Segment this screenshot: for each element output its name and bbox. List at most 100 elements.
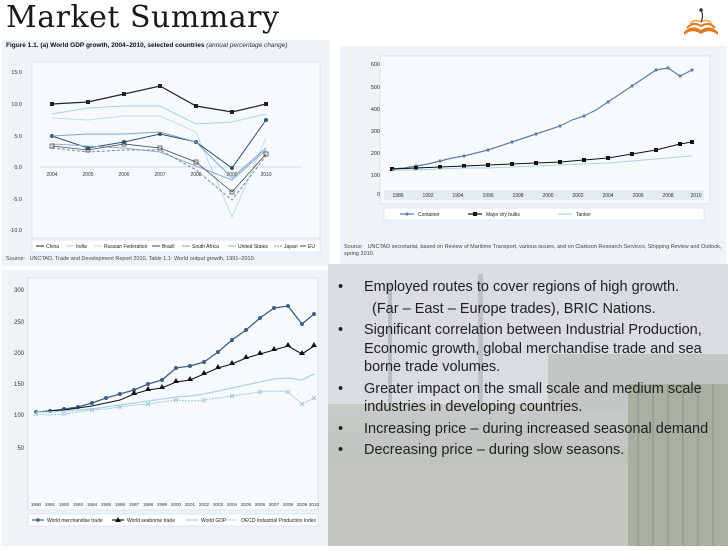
f2-ytick: 500 [371,85,380,91]
f2-xtick: 2002 [572,193,583,199]
f3-xtick: 2004 [227,502,238,507]
f1-legend-japan: Japan [284,244,298,250]
bullet-item: • Decreasing price – during slow seasons… [330,441,726,460]
bullet-text: Greater impact on the small scale and me… [364,380,702,416]
f3-legend-gdp: World GDP [201,518,227,524]
f1-xtick: 2009 [226,172,237,178]
f3-xtick: 1991 [45,502,56,507]
f1-ytick: 0.0 [14,165,22,171]
fleet-index-figure: 600 500 400 300 200 100 0 1986 1992 1994… [340,46,726,264]
f3-xtick: 2003 [213,502,224,507]
f2-ytick: 0 [377,192,380,198]
bullet-marker: • [338,279,344,295]
f3-xtick: 2002 [199,502,210,507]
bullet-item: • Greater impact on the small scale and … [330,380,726,417]
figure2-source-label: Source: [344,244,363,250]
f1-series-us [51,143,267,181]
f3-xtick: 1995 [101,502,112,507]
f2-legend-dry-bulks: Major dry bulks [486,212,520,218]
bullet-text: Significant correlation between Industri… [364,322,702,375]
f3-xtick: 1992 [59,502,70,507]
f1-series-south-africa [51,131,267,179]
f3-legend-merchandise: World merchandise trade [47,518,103,524]
f2-series-tanker [392,155,693,171]
f3-ytick: 200 [14,351,25,357]
figure1-source-label: Source: [6,256,25,262]
f2-xtick: 1994 [452,193,463,199]
bullet-text: Decreasing price – during slow seasons. [364,442,625,458]
f1-legend-eu: EU [308,244,315,250]
f2-ytick: 200 [371,151,380,157]
slide-title: Market Summary [6,0,280,35]
f2-xtick: 2006 [632,193,643,199]
bullet-item: • Increasing price – during increased se… [330,420,726,439]
f1-china-markers [50,84,268,114]
figure1-source-text: UNCTAD, Trade and Development Report 201… [29,256,256,262]
f3-legend-oecd: OECD Industrial Production Index [241,518,317,524]
f2-xtick: 2004 [602,193,613,199]
f1-ytick: -5.0 [13,197,22,203]
figure1-caption-italic: (annual percentage change) [206,42,288,49]
bullet-list: • Employed routes to cover regions of hi… [330,278,726,463]
f2-xtick: 1998 [512,193,523,199]
f1-ytick: 15.0 [11,70,22,76]
f2-legend-tanker: Tanker [576,212,591,218]
f2-xtick: 2008 [662,193,673,199]
f1-xtick: 2006 [118,172,129,178]
f3-series-oecd [35,390,315,416]
port-photo-shapes [328,264,728,546]
f1-legend-india: India [76,244,87,250]
gdp-growth-figure: Figure 1.1. (a) World GDP growth, 2004–2… [2,40,330,266]
f2-ytick: 300 [371,129,380,135]
f2-ytick: 100 [371,173,380,179]
f2-ytick: 600 [371,62,380,68]
f2-series-container [391,67,693,170]
book-logo-icon [684,8,718,35]
figure1-caption-bold: Figure 1.1. (a) World GDP growth, 2004–2… [6,42,205,49]
bullet-marker: • [338,420,344,437]
f3-ytick: 50 [17,446,24,452]
bullet-text: (Far – East – Europe trades), BRIC Natio… [372,300,656,317]
f1-legend-russia: Russian Federation [104,244,148,250]
f1-legend-us: United States [238,244,269,250]
f2-xtick: 1986 [392,193,403,199]
f3-xtick: 1996 [115,502,126,507]
trade-index-figure: 300 250 200 150 100 50 1990 1991 1992 19… [2,270,328,546]
f1-ytick: 5.0 [14,134,22,140]
bullet-marker: • [338,380,344,397]
f1-ytick: -10.0 [9,228,22,234]
f1-xtick: 2008 [190,172,201,178]
f2-dry-bulk-markers [390,140,694,171]
f3-xtick: 1990 [31,502,42,507]
f1-legend-china: China [46,244,59,250]
figure1-source: Source: UNCTAD, Trade and Development Re… [6,256,255,262]
f3-ytick: 250 [14,320,25,326]
f1-eu-markers [49,141,269,195]
f3-xtick: 1997 [129,502,140,507]
figure1-caption: Figure 1.1. (a) World GDP growth, 2004–2… [6,42,288,49]
bullet-item: (Far – East – Europe trades), BRIC Natio… [330,300,726,319]
f1-series-india [51,105,267,125]
bullet-text: Employed routes to cover regions of high… [364,279,680,295]
bullet-item: • Employed routes to cover regions of hi… [330,278,726,297]
f2-xtick: 1996 [482,193,493,199]
f1-series-russia [51,115,267,219]
f2-xtick: 2010 [690,193,701,199]
f1-xtick: 2004 [46,172,57,178]
bullet-marker: • [338,442,344,458]
trade-index-chart: 300 250 200 150 100 50 1990 1991 1992 19… [14,277,320,527]
f1-legend-box [31,239,321,253]
f1-legend-south-africa: South Africa [192,244,219,250]
bullet-item: • Significant correlation between Indust… [330,321,726,377]
f1-legend-brazil: Brazil [162,244,175,250]
f3-seaborne-markers [131,342,317,395]
f1-xtick: 2010 [260,172,271,178]
f1-series-eu [51,143,267,193]
f3-merchandise-markers [34,304,316,414]
f2-series-dry-bulks [391,141,693,170]
figure2-source-text: UNCTAD secretariat, based on Review of M… [344,244,722,257]
f3-xtick: 1994 [87,502,98,507]
f2-xtick: 2000 [542,193,553,199]
f3-ytick: 100 [14,413,25,419]
f3-ytick: 150 [14,382,25,388]
